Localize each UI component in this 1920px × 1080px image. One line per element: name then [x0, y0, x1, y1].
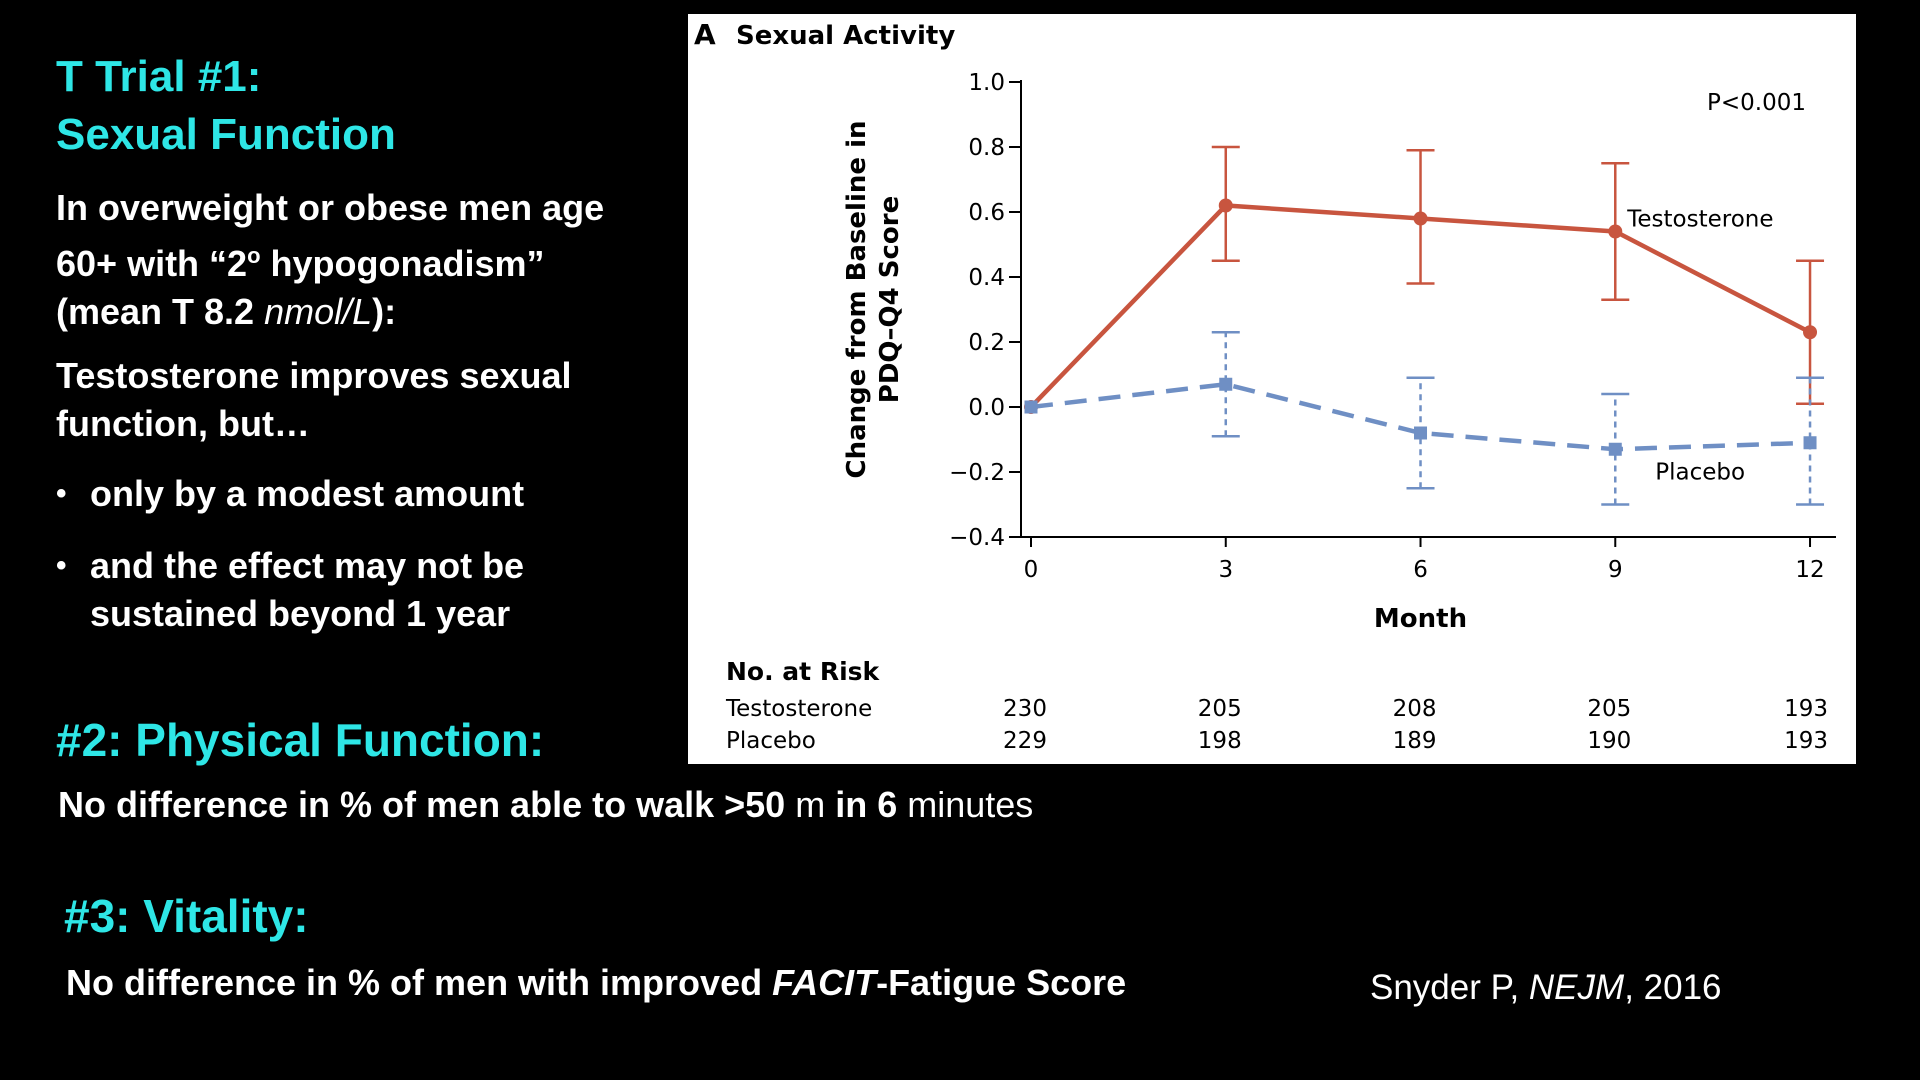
intro-line3-start: (mean T 8.2	[56, 291, 265, 332]
panel-label: A	[694, 18, 716, 51]
trial2-body-c: in 6	[835, 784, 898, 825]
y-tick-label: 0.8	[968, 135, 1005, 161]
trial1-title-line1: T Trial #1:	[56, 52, 262, 101]
trial3-body-a: No difference in % of men with improved	[66, 962, 773, 1003]
series-line-placebo	[1030, 381, 1811, 452]
data-point-circle	[1608, 224, 1623, 239]
citation-author: Snyder P,	[1370, 968, 1529, 1007]
finding-line2: function, but…	[56, 403, 310, 444]
citation: Snyder P, NEJM, 2016	[1370, 966, 1722, 1010]
x-tick-label: 0	[1024, 557, 1039, 583]
intro-line1: In overweight or obese men age	[56, 187, 605, 228]
data-point-square	[1219, 377, 1233, 391]
series-label-placebo: Placebo	[1655, 459, 1745, 485]
data-point-circle	[1803, 325, 1818, 340]
degree-superscript: o	[247, 243, 261, 268]
intro-line2-text: 60+ with “2	[56, 243, 248, 284]
trial2-body: No difference in % of men able to walk >…	[58, 782, 1033, 828]
trial3-body-b: FACIT	[772, 962, 877, 1003]
bullet-item: only by a modest amount	[56, 470, 676, 518]
x-tick-label: 6	[1413, 557, 1428, 583]
bullet-item: and the effect may not be sustained beyo…	[56, 542, 676, 638]
x-tick-label: 3	[1218, 557, 1233, 583]
at-risk-cell: 230	[1003, 696, 1047, 722]
data-point-square	[1803, 436, 1817, 450]
bullet-text: sustained beyond 1 year	[90, 593, 511, 634]
y-tick-label: 0.6	[968, 200, 1005, 226]
trial2-body-a: No difference in % of men able to walk >…	[58, 784, 786, 825]
trial2-body-d: minutes	[897, 784, 1034, 825]
y-tick-label: 0.4	[968, 265, 1005, 291]
intro-line2: 60+ with “2o hypogonadism”	[56, 232, 676, 288]
data-point-square	[1608, 442, 1622, 456]
y-tick-label: 0.0	[968, 395, 1005, 421]
intro-line3-end: ):	[372, 291, 397, 332]
bullet-text: and the effect may not be	[90, 545, 525, 586]
trial2-body-b: m	[785, 784, 836, 825]
y-axis-label-line2: PDQ–Q4 Score	[875, 196, 905, 403]
trial1-intro: In overweight or obese men age 60+ with …	[56, 184, 676, 336]
x-tick-label: 12	[1795, 557, 1824, 583]
citation-year: , 2016	[1624, 968, 1722, 1007]
at-risk-cell: 190	[1587, 728, 1631, 754]
trial3-body: No difference in % of men with improved …	[66, 960, 1126, 1006]
trial2-title: #2: Physical Function:	[56, 714, 545, 766]
at-risk-cell: 198	[1198, 728, 1242, 754]
at-risk-cell: 189	[1393, 728, 1437, 754]
data-point-circle	[1218, 198, 1233, 213]
at-risk-cell: 205	[1198, 696, 1242, 722]
y-tick-label: −0.2	[949, 460, 1005, 486]
at-risk-cell: 193	[1784, 696, 1828, 722]
data-point-square	[1414, 426, 1428, 440]
at-risk-header: No. at Risk	[726, 657, 881, 686]
at-risk-cell: 193	[1784, 728, 1828, 754]
trial1-title-line2: Sexual Function	[56, 110, 396, 159]
intro-unit: nmol/L	[264, 291, 373, 332]
chart-title: Sexual Activity	[736, 21, 955, 51]
chart-panel: A Sexual Activity 1.0 0.8 0.6 0.4 0.2 0.0 −0.2 −0…	[688, 14, 1856, 764]
y-tick-label: 0.2	[968, 330, 1005, 356]
y-tick-label: −0.4	[949, 525, 1005, 551]
at-risk-cell: 205	[1587, 696, 1631, 722]
trial3-body-c: -Fatigue Score	[876, 962, 1127, 1003]
at-risk-cell: 208	[1393, 696, 1437, 722]
y-tick-label: 1.0	[968, 70, 1005, 96]
p-value-annotation: P<0.001	[1707, 90, 1806, 116]
y-axis-label-line1: Change from Baseline in	[842, 121, 872, 479]
bullet-text: only by a modest amount	[90, 473, 525, 514]
trial1-finding: Testosterone improves sexual function, b…	[56, 352, 676, 448]
intro-line2-tail: hypogonadism”	[260, 243, 545, 284]
x-axis-label: Month	[1374, 604, 1467, 634]
data-point-circle	[1413, 211, 1428, 226]
at-risk-row-label: Testosterone	[725, 696, 872, 722]
x-tick-label: 9	[1608, 557, 1623, 583]
at-risk-cell: 229	[1003, 728, 1047, 754]
trial3-title: #3: Vitality:	[64, 890, 309, 942]
chart-svg: A Sexual Activity 1.0 0.8 0.6 0.4 0.2 0.0 −0.2 −0…	[694, 18, 1836, 754]
series-label-testosterone: Testosterone	[1626, 207, 1773, 233]
trial1-title: T Trial #1: Sexual Function	[56, 48, 396, 164]
citation-journal: NEJM	[1528, 968, 1625, 1007]
intro-line3: (mean T 8.2 nmol/L):	[56, 288, 676, 336]
data-point-square	[1024, 400, 1038, 414]
trial1-bullets: only by a modest amount and the effect m…	[56, 470, 676, 662]
at-risk-row-label: Placebo	[726, 728, 816, 754]
finding-line1: Testosterone improves sexual	[56, 355, 572, 396]
